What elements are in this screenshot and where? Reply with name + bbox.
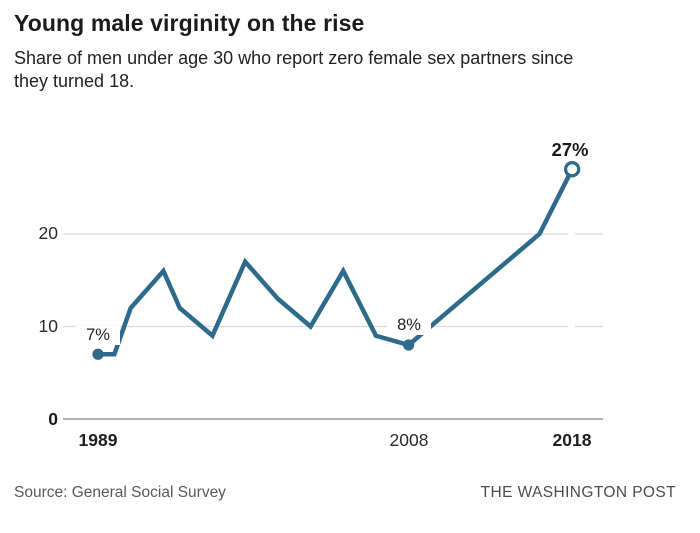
point-markers: [92, 161, 581, 360]
x-tick-2008: 2008: [389, 430, 429, 450]
data-label-2008: 8%: [387, 316, 431, 335]
source-note: Source: General Social Survey: [14, 484, 226, 501]
x-tick-1989: 1989: [78, 430, 118, 450]
x-tick-2018: 2018: [552, 430, 592, 450]
data-label-1989: 7%: [76, 326, 120, 345]
series-line: [98, 168, 575, 357]
y-tick-10: 10: [38, 316, 58, 336]
y-tick-0: 0: [48, 409, 58, 429]
data-label-2018: 27%: [551, 139, 589, 160]
publisher-credit: THE WASHINGTON POST: [480, 484, 676, 501]
y-tick-20: 20: [38, 223, 58, 243]
chart-subtitle: Share of men under age 30 who report zer…: [14, 48, 574, 91]
chart-title: Young male virginity on the rise: [14, 10, 365, 36]
gridlines: [63, 233, 603, 328]
